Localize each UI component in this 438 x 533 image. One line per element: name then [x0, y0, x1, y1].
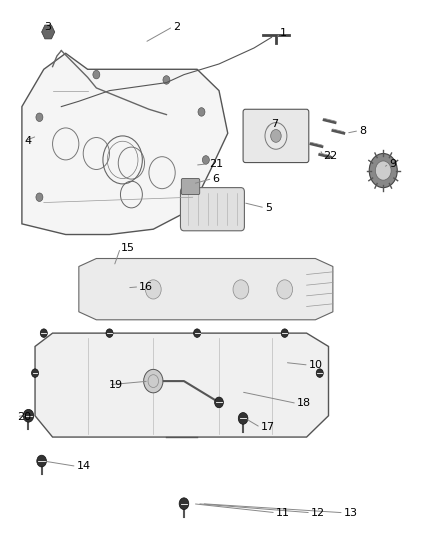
Circle shape — [106, 329, 113, 337]
Text: 7: 7 — [271, 119, 278, 128]
Circle shape — [145, 280, 161, 299]
Circle shape — [233, 280, 249, 299]
Text: 12: 12 — [311, 508, 325, 518]
Text: 16: 16 — [139, 282, 153, 292]
Circle shape — [144, 369, 163, 393]
FancyBboxPatch shape — [180, 188, 244, 231]
Polygon shape — [42, 25, 55, 39]
Text: 4: 4 — [24, 136, 31, 146]
Circle shape — [238, 413, 248, 424]
Text: 21: 21 — [209, 159, 223, 168]
Text: 13: 13 — [344, 508, 358, 518]
Text: 6: 6 — [212, 174, 219, 183]
Text: 9: 9 — [389, 159, 396, 168]
Circle shape — [32, 369, 39, 377]
Circle shape — [271, 130, 281, 142]
Text: 18: 18 — [297, 399, 311, 408]
Polygon shape — [35, 333, 329, 437]
Text: 22: 22 — [323, 151, 338, 160]
Text: 15: 15 — [120, 243, 134, 253]
Circle shape — [163, 76, 170, 84]
Text: 1: 1 — [280, 28, 287, 38]
Circle shape — [37, 455, 46, 467]
Circle shape — [36, 193, 43, 201]
Text: 20: 20 — [17, 412, 31, 422]
Text: 3: 3 — [44, 22, 51, 31]
Circle shape — [369, 154, 397, 188]
FancyBboxPatch shape — [181, 179, 200, 195]
Text: 8: 8 — [359, 126, 366, 135]
Circle shape — [23, 409, 34, 422]
Text: 11: 11 — [276, 508, 290, 518]
Circle shape — [40, 329, 47, 337]
Circle shape — [375, 161, 391, 180]
Circle shape — [277, 280, 293, 299]
Circle shape — [194, 329, 201, 337]
Text: 19: 19 — [109, 380, 123, 390]
Text: 5: 5 — [265, 203, 272, 213]
Text: 14: 14 — [77, 462, 91, 471]
Polygon shape — [79, 259, 333, 320]
Circle shape — [215, 397, 223, 408]
Text: 2: 2 — [173, 22, 180, 31]
Polygon shape — [22, 53, 228, 235]
Text: 10: 10 — [309, 360, 323, 370]
Circle shape — [202, 156, 209, 164]
Circle shape — [179, 498, 189, 510]
Circle shape — [198, 108, 205, 116]
Circle shape — [316, 369, 323, 377]
Circle shape — [36, 113, 43, 122]
Circle shape — [93, 70, 100, 79]
FancyBboxPatch shape — [243, 109, 309, 163]
Circle shape — [281, 329, 288, 337]
Text: 17: 17 — [261, 423, 275, 432]
